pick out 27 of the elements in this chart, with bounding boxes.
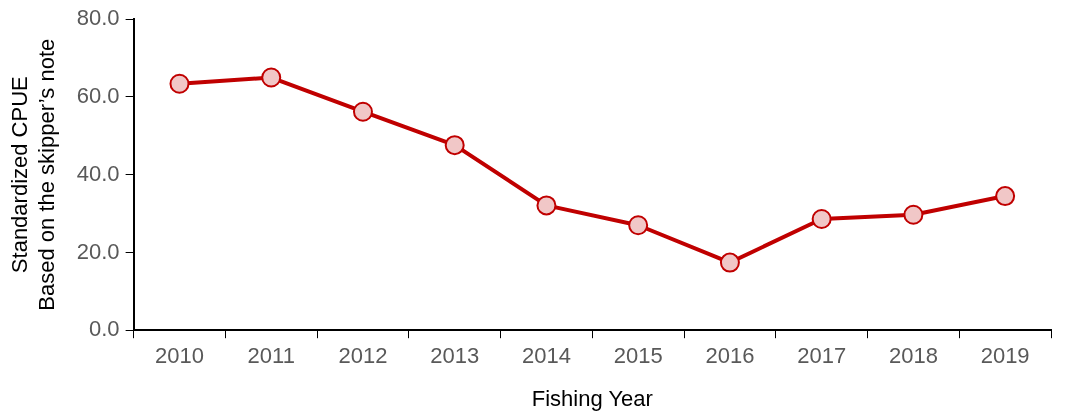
y-axis-title: Standardized CPUE Based on the skipper’s note	[7, 38, 59, 311]
point	[536, 195, 557, 216]
y-tick-label: 40.0	[76, 160, 120, 186]
x-tick-label: 2019	[980, 343, 1030, 369]
point	[169, 73, 190, 94]
point	[811, 209, 832, 230]
point	[628, 215, 649, 236]
point	[903, 204, 924, 225]
x-tick-label: 2014	[521, 343, 571, 369]
x-tick-label: 2016	[705, 343, 755, 369]
y-tick-label: 20.0	[76, 238, 120, 264]
point	[995, 186, 1016, 207]
point	[261, 67, 282, 88]
x-tick-label: 2011	[247, 343, 295, 369]
x-axis-title: Fishing Year	[531, 385, 653, 411]
x-tick-label: 2018	[888, 343, 938, 369]
x-tick-label: 2010	[155, 343, 204, 369]
y-tick-label: 0.0	[89, 316, 120, 342]
point	[719, 252, 740, 273]
x-tick-label: 2017	[797, 343, 847, 369]
point	[352, 101, 373, 122]
x-tick-label: 2013	[430, 343, 480, 369]
x-tick-label: 2015	[613, 343, 663, 369]
y-tick-label: 80.0	[76, 5, 120, 31]
x-tick-label: 2012	[338, 343, 388, 369]
y-tick-label: 60.0	[76, 83, 120, 109]
point	[444, 135, 465, 156]
